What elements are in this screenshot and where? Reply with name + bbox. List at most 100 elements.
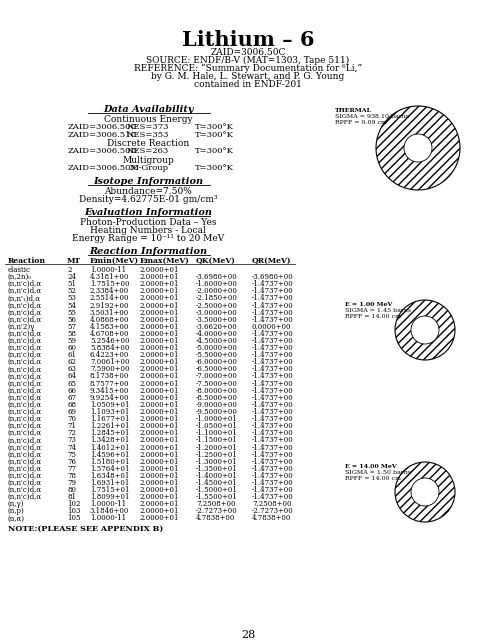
Text: 70: 70: [67, 415, 76, 423]
Text: RPFF = 14.00 cm: RPFF = 14.00 cm: [345, 476, 401, 481]
Text: -1.4737+00: -1.4737+00: [252, 351, 294, 359]
Text: 5.8384+00: 5.8384+00: [90, 344, 129, 352]
Text: 2.0000+01: 2.0000+01: [140, 472, 179, 480]
Text: 2.0000+01: 2.0000+01: [140, 365, 179, 373]
Text: 4.1583+00: 4.1583+00: [90, 323, 129, 331]
Text: 81: 81: [67, 493, 76, 501]
Text: 65: 65: [67, 380, 76, 388]
Circle shape: [404, 134, 432, 162]
Text: -1.4737+00: -1.4737+00: [252, 493, 294, 501]
Text: -1.4737+00: -1.4737+00: [252, 422, 294, 430]
Text: 64: 64: [67, 372, 76, 381]
Text: (n,n'c)d,α: (n,n'c)d,α: [8, 422, 42, 430]
Text: 2.0000+01: 2.0000+01: [140, 308, 179, 317]
Text: 4.0868+00: 4.0868+00: [90, 316, 130, 324]
Text: 30-Group: 30-Group: [128, 164, 168, 172]
Text: 56: 56: [67, 316, 76, 324]
Text: 28: 28: [241, 630, 255, 640]
Text: -1.4737+00: -1.4737+00: [252, 287, 294, 295]
Text: 2.0000+01: 2.0000+01: [140, 479, 179, 487]
Text: 6.4223+00: 6.4223+00: [90, 351, 129, 359]
Text: 60: 60: [67, 344, 76, 352]
Text: Abundance=7.50%: Abundance=7.50%: [104, 187, 192, 196]
Text: contained in ENDF-201: contained in ENDF-201: [194, 80, 302, 89]
Text: -1.0500+01: -1.0500+01: [196, 422, 238, 430]
Text: 80: 80: [67, 486, 76, 494]
Text: (n,n'c)d,α: (n,n'c)d,α: [8, 394, 42, 402]
Text: -1.4737+00: -1.4737+00: [252, 486, 294, 494]
Text: (n,n'c)d,α: (n,n'c)d,α: [8, 451, 42, 459]
Text: Data Availability: Data Availability: [103, 105, 193, 114]
Text: 7.5900+00: 7.5900+00: [90, 365, 130, 373]
Text: 76: 76: [67, 458, 76, 466]
Text: 74: 74: [67, 444, 76, 451]
Text: -1.2000+01: -1.2000+01: [196, 444, 238, 451]
Text: 1.7515+00: 1.7515+00: [90, 280, 130, 288]
Text: -9.0000+00: -9.0000+00: [196, 401, 238, 409]
Text: 2.0000+01: 2.0000+01: [140, 401, 179, 409]
Text: -1.4737+00: -1.4737+00: [252, 465, 294, 473]
Text: Emax(MeV): Emax(MeV): [140, 257, 190, 265]
Text: 2.0000+01: 2.0000+01: [140, 408, 179, 416]
Text: -1.0000+01: -1.0000+01: [196, 415, 238, 423]
Text: SOURCE: ENDF/B-V (MAT=1303, Tape 511): SOURCE: ENDF/B-V (MAT=1303, Tape 511): [147, 56, 349, 65]
Text: -1.4737+00: -1.4737+00: [252, 344, 294, 352]
Text: MT: MT: [67, 257, 81, 265]
Text: 2.3384+00: 2.3384+00: [90, 287, 129, 295]
Text: 61: 61: [67, 351, 76, 359]
Text: -1.4737+00: -1.4737+00: [252, 294, 294, 302]
Text: -1.5500+01: -1.5500+01: [196, 493, 238, 501]
Text: 1.6931+01: 1.6931+01: [90, 479, 129, 487]
Text: 73: 73: [67, 436, 76, 444]
Text: 58: 58: [67, 330, 76, 338]
Text: NES=263: NES=263: [127, 147, 169, 155]
Text: 4.3181+00: 4.3181+00: [90, 273, 129, 281]
Text: 1.5180+01: 1.5180+01: [90, 458, 130, 466]
Text: (n,2n)₀: (n,2n)₀: [8, 273, 32, 281]
Text: -7.5000+00: -7.5000+00: [196, 380, 238, 388]
Text: -1.3000+01: -1.3000+01: [196, 458, 238, 466]
Text: (n,n'c)d,α: (n,n'c)d,α: [8, 301, 42, 310]
Circle shape: [395, 462, 455, 522]
Text: -3.5000+00: -3.5000+00: [196, 316, 238, 324]
Text: 1.1093+01: 1.1093+01: [90, 408, 129, 416]
Text: -1.4737+00: -1.4737+00: [252, 301, 294, 310]
Text: -2.0000+00: -2.0000+00: [196, 287, 238, 295]
Text: 103: 103: [67, 508, 81, 515]
Text: 2.0000+01: 2.0000+01: [140, 358, 179, 366]
Text: 52: 52: [67, 287, 76, 295]
Text: (n,n'c)d,α: (n,n'c)d,α: [8, 316, 42, 324]
Text: 8.1738+00: 8.1738+00: [90, 372, 129, 381]
Text: -1.4737+00: -1.4737+00: [252, 479, 294, 487]
Circle shape: [411, 478, 439, 506]
Text: -1.4737+00: -1.4737+00: [252, 372, 294, 381]
Text: E = 1.00 MeV: E = 1.00 MeV: [345, 302, 392, 307]
Text: (n,n'c)d,α: (n,n'c)d,α: [8, 436, 42, 444]
Text: Evaluation Information: Evaluation Information: [84, 208, 212, 217]
Text: -1.3500+01: -1.3500+01: [196, 465, 238, 473]
Text: (n,n'c)d,α: (n,n'c)d,α: [8, 458, 42, 466]
Text: (n,n'c)d,α: (n,n'c)d,α: [8, 493, 42, 501]
Text: RPFF = 0.09 cm: RPFF = 0.09 cm: [335, 120, 387, 125]
Text: 67: 67: [67, 394, 76, 402]
Text: 102: 102: [67, 500, 81, 508]
Text: Energy Range = 10⁻¹¹ to 20 MeV: Energy Range = 10⁻¹¹ to 20 MeV: [72, 234, 224, 243]
Text: T=300°K: T=300°K: [195, 123, 234, 131]
Text: 59: 59: [67, 337, 76, 345]
Circle shape: [411, 316, 439, 344]
Text: 62: 62: [67, 358, 76, 366]
Text: 2.0000+01: 2.0000+01: [140, 273, 179, 281]
Text: 24: 24: [67, 273, 76, 281]
Text: -2.1850+00: -2.1850+00: [196, 294, 238, 302]
Text: 1.7515+01: 1.7515+01: [90, 486, 130, 494]
Text: 1.2261+01: 1.2261+01: [90, 422, 130, 430]
Text: 68: 68: [67, 401, 76, 409]
Text: -5.0000+00: -5.0000+00: [196, 344, 238, 352]
Text: SIGMA = 1.45 barns: SIGMA = 1.45 barns: [345, 308, 411, 313]
Text: -1.4737+00: -1.4737+00: [252, 387, 294, 395]
Text: (n,n'c)d,α: (n,n'c)d,α: [8, 444, 42, 451]
Text: Continuous Energy: Continuous Energy: [104, 115, 192, 124]
Text: 105: 105: [67, 515, 81, 522]
Text: -4.5000+00: -4.5000+00: [196, 337, 238, 345]
Text: -1.2500+01: -1.2500+01: [196, 451, 238, 459]
